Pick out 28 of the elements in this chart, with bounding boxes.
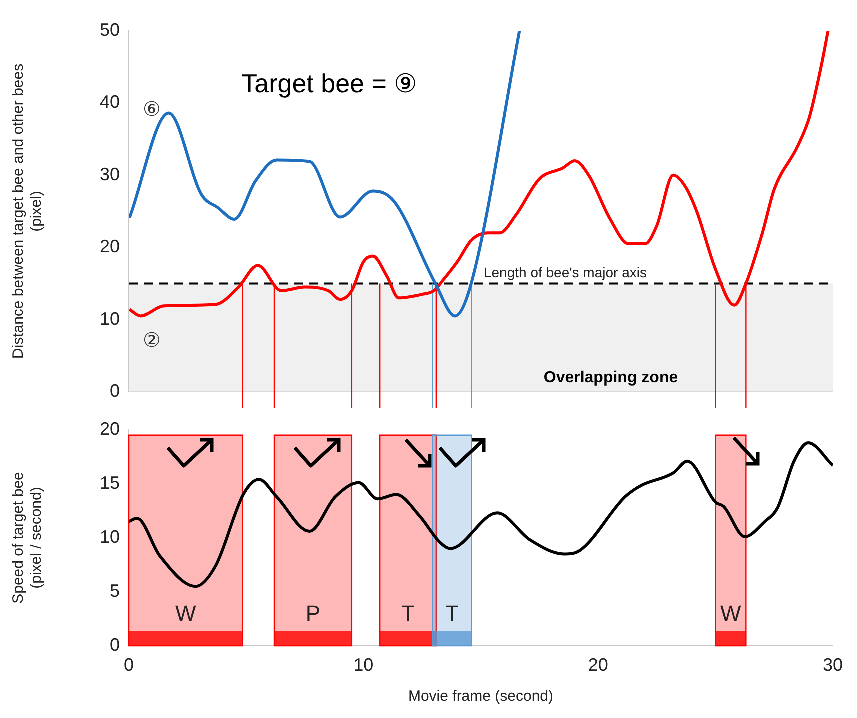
y-axis-title: Speed of target bee (pixel / second) [10, 472, 46, 604]
x-tick-label: 20 [588, 654, 608, 675]
x-axis-title: Movie frame (second) [408, 688, 554, 706]
y-tick-label: 0 [110, 380, 120, 401]
x-tick-label: 10 [354, 654, 374, 675]
series-label: ⑥ [143, 98, 162, 121]
x-tick-label: 30 [822, 654, 844, 675]
y-tick-label: 5 [110, 580, 120, 601]
y-tick-label: 10 [100, 308, 120, 329]
y-tick-label: 40 [100, 92, 120, 112]
band-label: W [720, 601, 742, 626]
y-tick-label: 50 [100, 20, 120, 40]
band-label: P [306, 601, 321, 626]
band-label: T [402, 601, 415, 626]
y-tick-label: 20 [100, 418, 120, 439]
series-label: ② [143, 330, 162, 352]
band-label: W [176, 601, 197, 626]
band-label: T [446, 601, 459, 626]
y-tick-label: 30 [100, 164, 120, 184]
y-axis-title: Distance between target bee and other bees (pixel) [10, 64, 46, 360]
y-tick-label: 10 [100, 526, 120, 547]
ref-line-label: Length of bee's major axis [484, 264, 647, 281]
y-tick-label: 0 [110, 634, 120, 655]
band-label: Overlapping zone [544, 369, 678, 386]
annotation: Target bee = ⑨ [242, 68, 418, 98]
x-tick-label: 0 [124, 654, 134, 675]
y-tick-label: 20 [100, 236, 120, 257]
y-tick-label: 15 [100, 472, 120, 493]
